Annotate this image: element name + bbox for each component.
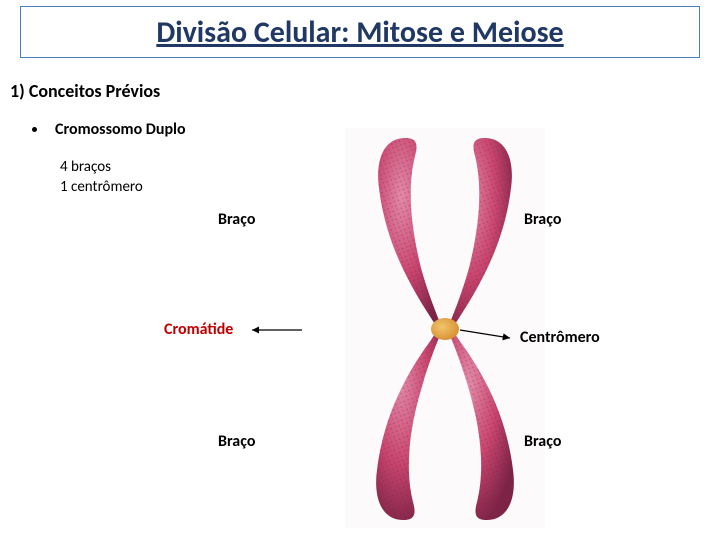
label-braco-bottom-right: Braço xyxy=(524,432,561,451)
subline-bracos: 4 braços xyxy=(60,158,111,176)
bullet-text: Cromossomo Duplo xyxy=(55,120,186,139)
label-braco-top-right: Braço xyxy=(524,210,561,229)
subline-centromero: 1 centrômero xyxy=(60,178,143,196)
chromosome-illustration xyxy=(345,128,545,528)
label-cromatide: Cromátide xyxy=(164,320,233,339)
section-number: 1) xyxy=(10,80,25,102)
label-braco-top-left: Braço xyxy=(218,210,255,229)
label-centromero: Centrômero xyxy=(520,328,600,347)
slide: Divisão Celular: Mitose e Meiose 1) Conc… xyxy=(0,0,720,540)
bullet-row: Cromossomo Duplo xyxy=(32,120,186,139)
section-text: Conceitos Prévios xyxy=(29,80,160,102)
title-box: Divisão Celular: Mitose e Meiose xyxy=(20,6,700,58)
title-text: Divisão Celular: Mitose e Meiose xyxy=(156,14,563,51)
label-braco-bottom-left: Braço xyxy=(218,432,255,451)
section-heading: 1) Conceitos Prévios xyxy=(10,80,160,102)
bullet-dot-icon xyxy=(32,127,37,132)
